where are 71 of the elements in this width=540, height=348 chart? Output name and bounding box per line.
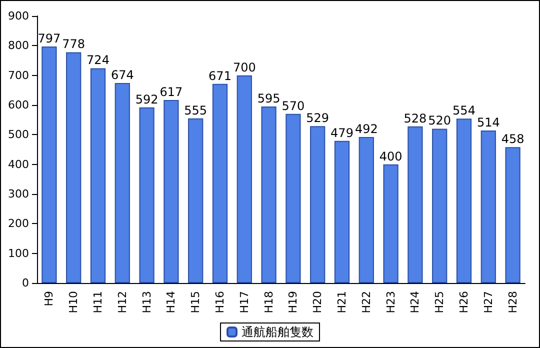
data-label: 514: [476, 116, 500, 130]
bar: [114, 83, 130, 283]
data-label: 479: [330, 126, 354, 140]
bar: [66, 52, 82, 283]
x-tick-label: H18: [262, 291, 276, 314]
y-tick-label: 100: [8, 246, 29, 260]
bar: [188, 118, 204, 283]
data-label: 592: [135, 92, 158, 106]
data-label: 528: [404, 111, 427, 126]
x-tick-label: H11: [92, 291, 104, 314]
bar: [90, 68, 106, 283]
x-tick-label: H14: [164, 291, 178, 314]
data-label: 554: [452, 104, 476, 118]
bar: [383, 164, 398, 283]
bar: [310, 126, 326, 283]
x-tick-label: H21: [336, 291, 348, 314]
data-label: 458: [501, 132, 524, 146]
x-tick-label: H22: [360, 291, 373, 314]
data-label: 778: [62, 37, 86, 52]
bar: [139, 107, 154, 283]
bar: [480, 130, 496, 283]
data-label: 797: [38, 32, 61, 46]
legend-label: 通航船舶隻数: [242, 325, 314, 339]
data-label: 700: [232, 60, 256, 74]
data-label: 529: [306, 111, 330, 126]
bar: [408, 126, 423, 283]
data-label: 400: [379, 149, 402, 164]
bar: [334, 140, 350, 283]
x-tick-label: H15: [189, 291, 202, 314]
y-tick-label: 900: [8, 10, 29, 22]
bar: [505, 147, 520, 283]
x-tick-label: H26: [458, 291, 470, 314]
data-label: 617: [160, 84, 183, 99]
bar: [456, 118, 472, 283]
data-label: 674: [110, 68, 134, 82]
y-tick-label: 600: [8, 98, 29, 112]
x-tick-label: H19: [286, 291, 300, 314]
data-label: 520: [428, 114, 452, 128]
bar: [164, 100, 179, 283]
bar: [286, 114, 301, 283]
bar: [358, 137, 374, 283]
y-tick-label: 500: [8, 128, 29, 142]
bar: [432, 128, 448, 283]
data-label: 671: [208, 68, 232, 83]
data-label: 555: [184, 103, 208, 118]
y-tick-label: 800: [8, 39, 29, 52]
x-tick-label: H16: [214, 291, 226, 314]
y-tick-label: 0: [22, 276, 29, 290]
x-tick-label: H13: [140, 291, 154, 314]
x-tick-label: H23: [384, 291, 398, 314]
data-label: 570: [282, 98, 305, 113]
data-label: 724: [86, 53, 110, 68]
x-tick-label: H28: [506, 291, 520, 314]
bar: [261, 106, 276, 283]
data-label: 492: [354, 122, 378, 136]
bar: [212, 84, 228, 283]
x-tick-label: H10: [67, 291, 80, 314]
bar: [236, 75, 252, 283]
x-tick-label: H24: [408, 291, 422, 314]
y-tick-label: 200: [8, 217, 29, 230]
y-tick-label: 400: [8, 158, 29, 171]
x-tick-label: H12: [116, 291, 129, 314]
x-tick-label: H9: [42, 291, 56, 306]
data-label: 595: [257, 91, 280, 106]
bar: [42, 46, 57, 283]
x-tick-label: H20: [311, 291, 324, 314]
y-tick-label: 300: [8, 188, 29, 200]
x-tick-label: H27: [482, 291, 495, 314]
y-tick-label: 700: [8, 68, 29, 82]
x-tick-label: H17: [238, 291, 251, 314]
x-tick-label: H25: [433, 291, 446, 314]
